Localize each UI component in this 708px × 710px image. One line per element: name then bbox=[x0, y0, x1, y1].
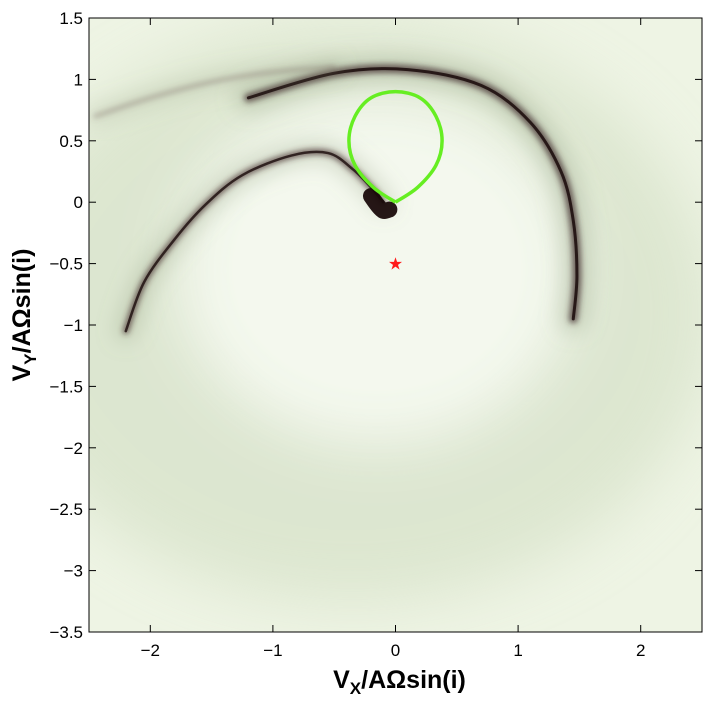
roche-lobe-curve bbox=[347, 89, 444, 204]
feature-outer-arc bbox=[234, 54, 591, 333]
x-tick-label: 1 bbox=[513, 641, 522, 660]
y-tick-label: 1 bbox=[74, 70, 83, 89]
plot-area: ★ bbox=[89, 18, 702, 632]
x-tick-label: 2 bbox=[636, 641, 645, 660]
y-axis-label: VY/AΩsin(i) bbox=[8, 249, 40, 382]
heatmap-core bbox=[177, 94, 578, 445]
y-tick-label: −3 bbox=[64, 562, 83, 581]
y-tick-label: −1.5 bbox=[49, 377, 83, 396]
x-tick-label: −1 bbox=[263, 641, 282, 660]
y-tick-label: 1.5 bbox=[59, 9, 83, 28]
feature-upper-curl bbox=[89, 58, 344, 126]
x-tick-label: 0 bbox=[391, 641, 400, 660]
y-tick-label: −0.5 bbox=[49, 255, 83, 274]
y-tick-label: −2.5 bbox=[49, 500, 83, 519]
y-tick-label: 0 bbox=[74, 193, 83, 212]
axis-ticks: −2 −1 0 1 2 1.5 1 0.5 0 −0.5 −1 −1.5 −2 −2.5 −3 −3.5 bbox=[49, 9, 702, 660]
feature-dark-blob-stroke bbox=[362, 188, 398, 219]
y-tick-label: −2 bbox=[64, 439, 83, 458]
y-tick-label: −3.5 bbox=[49, 623, 83, 642]
x-tick-label: −2 bbox=[141, 641, 160, 660]
feature-upper-curl-stroke bbox=[93, 65, 337, 119]
feature-dark-blob bbox=[362, 188, 398, 219]
y-tick-label: −1 bbox=[64, 316, 83, 335]
feature-outer-arc-stroke bbox=[246, 67, 579, 321]
y-tick-label: 0.5 bbox=[59, 132, 83, 151]
star-marker: ★ bbox=[388, 255, 403, 275]
x-axis-label: VX/AΩsin(i) bbox=[333, 666, 466, 698]
